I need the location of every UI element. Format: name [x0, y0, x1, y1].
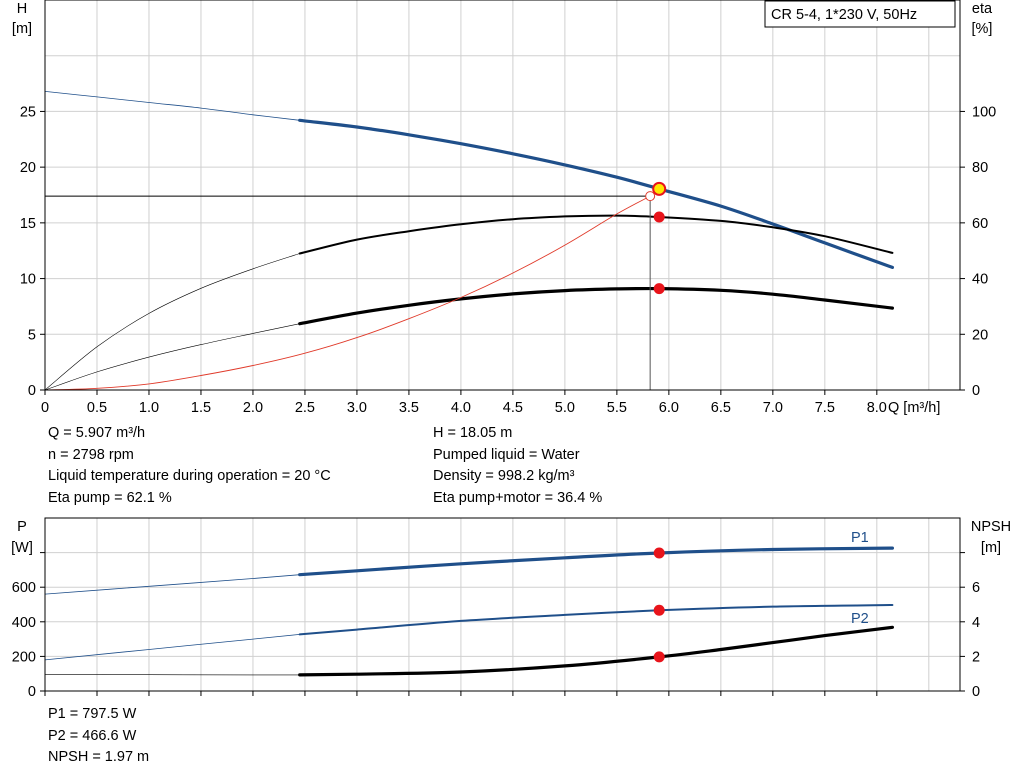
- y2-tick-label: 80: [972, 160, 988, 176]
- eta-total-value: Eta pump+motor = 36.4 %: [433, 489, 603, 506]
- eta-axis-unit: [%]: [972, 21, 993, 37]
- y2-tick-label: 40: [972, 272, 988, 288]
- head-axis-symbol: H: [17, 1, 27, 17]
- y-tick-label: 15: [20, 216, 36, 232]
- duty-point-eta-pump: [653, 211, 665, 223]
- power-chart-curves: [44, 546, 894, 677]
- npsh-value: NPSH = 1.97 m: [48, 749, 150, 765]
- head-curve: [298, 118, 894, 269]
- head-chart-frame: [44, 0, 961, 391]
- y2-tick-label: 2: [972, 649, 980, 665]
- operating-point-info-right: H = 18.05 m Pumped liquid = Water Densit…: [433, 423, 602, 509]
- x-tick-label: 7.5: [815, 400, 835, 416]
- x-tick-label: 4.0: [451, 400, 471, 416]
- head-value: H = 18.05 m: [433, 425, 513, 441]
- y-tick-label: 25: [20, 104, 36, 120]
- head-curve-extension: [44, 91, 300, 121]
- eta_pump-curve-extension: [44, 253, 300, 391]
- x-tick-label: 0.5: [87, 400, 107, 416]
- requested-duty-point: [645, 191, 656, 202]
- pump-label: CR 5-4, 1*230 V, 50Hz: [771, 7, 917, 23]
- power-axis-symbol: P: [17, 519, 27, 535]
- eta-pump-value: Eta pump = 62.1 %: [48, 489, 172, 506]
- p1-curve-extension: [44, 574, 300, 595]
- x-tick-label: 3.5: [399, 400, 419, 416]
- y-tick-label: 20: [20, 160, 36, 176]
- y2-tick-label: 0: [972, 684, 980, 700]
- eta_total-curve: [298, 286, 894, 326]
- x-tick-label: 4.5: [503, 400, 523, 416]
- p1-curve: [298, 546, 894, 577]
- p2-value: P2 = 466.6 W: [48, 727, 137, 744]
- x-tick-label: 5.5: [607, 400, 627, 416]
- power-chart-frame: [44, 517, 961, 692]
- x-tick-label: 6.5: [711, 400, 731, 416]
- y2-tick-label: 100: [972, 104, 996, 120]
- power-info: P1 = 797.5 W P2 = 466.6 W NPSH = 1.97 m: [48, 704, 149, 769]
- p2-curve-extension: [44, 634, 300, 661]
- p1-value: P1 = 797.5 W: [48, 706, 137, 722]
- npsh-curve: [298, 625, 894, 677]
- npsh-axis-unit: [m]: [981, 540, 1001, 556]
- operating-point-info-left: Q = 5.907 m³/h n = 2798 rpm Liquid tempe…: [48, 423, 331, 509]
- flow-axis-label: Q [m³/h]: [888, 400, 940, 416]
- system-curve: [44, 195, 651, 391]
- power-chart-grid: [45, 518, 960, 691]
- eta-axis-symbol: eta: [972, 1, 993, 17]
- x-tick-label: 2.5: [295, 400, 315, 416]
- y-tick-label: 400: [12, 615, 36, 631]
- y-tick-label: 600: [12, 580, 36, 596]
- y-tick-label: 5: [28, 327, 36, 343]
- speed-value: n = 2798 rpm: [48, 446, 134, 463]
- duty-point-npsh: [653, 651, 665, 663]
- x-tick-label: 1.0: [139, 400, 159, 416]
- y-tick-label: 0: [28, 684, 36, 700]
- p2-curve-label: P2: [851, 611, 869, 627]
- x-tick-label: 0: [41, 400, 49, 416]
- x-tick-label: 3.0: [347, 400, 367, 416]
- y2-tick-label: 4: [972, 615, 980, 631]
- flow-value: Q = 5.907 m³/h: [48, 425, 146, 441]
- y2-tick-label: 20: [972, 327, 988, 343]
- pumped-liquid-value: Pumped liquid = Water: [433, 446, 580, 463]
- npsh-axis-symbol: NPSH: [971, 519, 1011, 535]
- y-tick-label: 200: [12, 649, 36, 665]
- liquid-temperature-value: Liquid temperature during operation = 20…: [48, 468, 331, 484]
- y2-tick-label: 6: [972, 580, 980, 596]
- x-tick-label: 2.0: [243, 400, 263, 416]
- duty-point-p1: [653, 547, 665, 559]
- y2-tick-label: 0: [972, 383, 980, 399]
- head-chart-curves: [44, 91, 894, 391]
- density-value: Density = 998.2 kg/m³: [433, 468, 575, 484]
- x-tick-label: 7.0: [763, 400, 783, 416]
- p2-curve: [298, 604, 894, 636]
- duty-point-head: [652, 181, 667, 196]
- eta_pump-curve: [298, 214, 894, 255]
- duty-point-eta-total: [653, 283, 665, 295]
- head-chart-axes: 0 0.5 1.0 1.5 2.0 2.5 3.0 3.5 4.0 4.5 5.0 5.5 6.0 6.5…: [20, 0, 996, 416]
- pump-label-box: CR 5-4, 1*230 V, 50Hz: [764, 0, 956, 28]
- p1-curve-label: P1: [851, 530, 869, 546]
- power-chart-axes: 0 200 400 600 0 2 4 6: [12, 517, 980, 700]
- x-tick-label: 6.0: [659, 400, 679, 416]
- head-axis-unit: [m]: [12, 21, 32, 37]
- y-tick-label: 10: [20, 272, 36, 288]
- y2-tick-label: 60: [972, 216, 988, 232]
- y-tick-label: 0: [28, 383, 36, 399]
- head-chart-grid: [45, 0, 960, 390]
- duty-point-p2: [653, 604, 665, 616]
- eta_total-curve-extension: [44, 323, 300, 391]
- x-tick-label: 8.0: [867, 400, 887, 416]
- x-tick-label: 5.0: [555, 400, 575, 416]
- power-axis-unit: [W]: [11, 540, 33, 556]
- x-tick-label: 1.5: [191, 400, 211, 416]
